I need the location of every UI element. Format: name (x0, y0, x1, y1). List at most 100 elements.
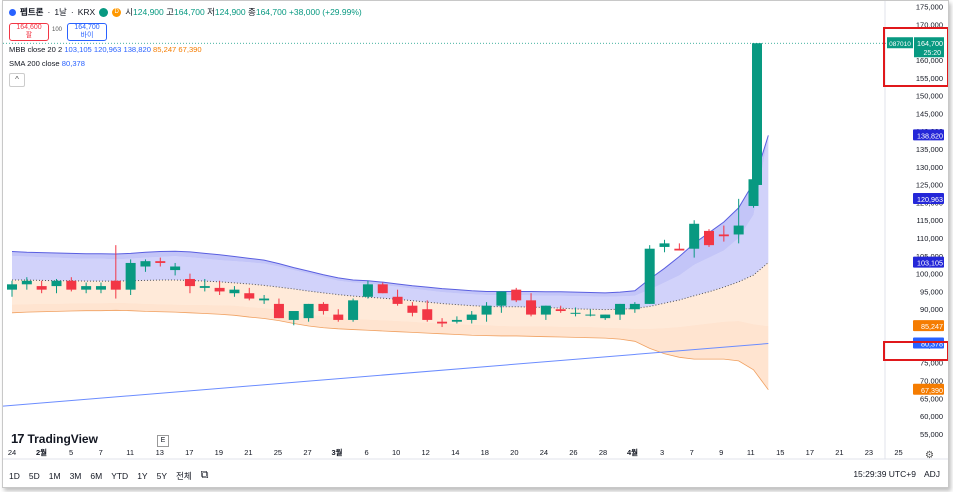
mid-band-label: 120,963 (917, 195, 943, 204)
candle-body (288, 311, 299, 320)
adj-toggle[interactable]: ADJ (923, 469, 940, 479)
gear-icon[interactable]: ⚙ (925, 450, 934, 461)
candle-body (718, 234, 729, 237)
spread-value: 100 (52, 27, 63, 33)
x-tick-label: 4월 (627, 447, 638, 457)
price-chart[interactable]: 55,00060,00065,00070,00075,00080,00085,0… (3, 1, 948, 487)
x-tick-label: 26 (569, 448, 577, 457)
range-3m[interactable]: 3M (69, 470, 82, 481)
candle-body (615, 303, 626, 315)
date-range-icon[interactable]: ⧉ (200, 469, 209, 481)
upper-band-label-bg (913, 129, 944, 141)
bb-outer-lower-line (11, 309, 769, 390)
symbol-name[interactable]: 펩트론 (20, 7, 44, 17)
clock-time[interactable]: 15:29:39 UTC+9 (853, 469, 916, 479)
range-1y[interactable]: 1Y (137, 470, 148, 481)
sma-legend[interactable]: SMA 200 close 80,378 (9, 59, 86, 68)
candle-body (333, 314, 344, 320)
sma-label-bg (913, 337, 944, 349)
candle-body (704, 230, 715, 246)
x-tick-label: 28 (599, 448, 607, 457)
x-tick-label: 24 (8, 448, 16, 457)
x-tick-label: 25 (894, 448, 902, 457)
x-tick-label: 18 (481, 448, 489, 457)
range-ytd[interactable]: YTD (111, 470, 129, 481)
candle-body (348, 300, 359, 320)
x-tick-label: 21 (835, 448, 843, 457)
x-tick-label: 5 (69, 448, 73, 457)
range-6m[interactable]: 6M (90, 470, 103, 481)
x-tick-label: 25 (274, 448, 282, 457)
candle-body (155, 261, 166, 263)
y-tick-label: 100,000 (916, 270, 943, 279)
range-1m[interactable]: 1M (48, 470, 61, 481)
sell-button[interactable]: 164,600 팔 (9, 23, 49, 41)
x-tick-label: 2월 (36, 447, 47, 457)
mbb-legend[interactable]: MBB close 20 2 103,105 120,963 138,820 8… (9, 45, 202, 54)
candle-body (140, 261, 151, 267)
x-tick-label: 10 (392, 448, 400, 457)
x-tick-label: 3 (660, 448, 664, 457)
range-1d[interactable]: 1D (9, 470, 20, 481)
candle-body (585, 314, 596, 316)
bb-outer-upper-fill (12, 135, 769, 297)
candle-body (481, 305, 492, 315)
range-5y[interactable]: 5Y (156, 470, 167, 481)
candle-body (466, 314, 477, 320)
candle-body (659, 243, 670, 247)
last-price-bg (914, 37, 944, 58)
candle-body (318, 303, 329, 312)
range-5d[interactable]: 5D (28, 470, 40, 481)
market-open-icon (99, 7, 109, 17)
interval[interactable]: 1날 (54, 7, 67, 17)
range-all[interactable]: 전체 (176, 470, 192, 481)
x-tick-label: 14 (451, 448, 459, 457)
x-tick-label: 11 (126, 448, 134, 457)
candle-body (437, 321, 448, 324)
bb-mid-line (12, 262, 769, 311)
symbol-code-label: 087010 (889, 41, 911, 48)
candle-body (199, 286, 210, 288)
candle-body (66, 280, 77, 290)
x-tick-label: 7 (690, 448, 694, 457)
candle-body (629, 303, 640, 310)
candle-body (21, 280, 32, 285)
collapse-legend-button[interactable]: ^ (9, 73, 25, 87)
x-tick-label: 7 (99, 448, 103, 457)
y-tick-label: 125,000 (916, 181, 943, 190)
x-tick-label: 3월 (332, 447, 343, 457)
y-tick-label: 90,000 (920, 305, 943, 314)
bb-upper-fill (12, 135, 769, 310)
x-tick-label: 21 (244, 448, 252, 457)
exchange: KRX (77, 7, 96, 17)
last-price-label: 164,700 (917, 39, 943, 48)
y-tick-label: 95,000 (920, 287, 943, 296)
candle-body (214, 287, 225, 292)
bb-lower-fill (12, 262, 769, 329)
countdown-label: 25:20 (923, 50, 941, 57)
x-tick-label: 20 (510, 448, 518, 457)
y-tick-label: 75,000 (920, 359, 943, 368)
y-tick-label: 170,000 (916, 20, 943, 29)
candle-body (125, 262, 136, 290)
tradingview-logo[interactable]: 17 TradingView (11, 431, 98, 446)
earnings-badge[interactable]: E (157, 435, 169, 447)
candle-body (95, 286, 106, 290)
orange-lower-label-bg (913, 383, 944, 395)
candle-body (36, 286, 47, 290)
y-tick-label: 105,000 (916, 252, 943, 261)
candle-body (600, 314, 611, 319)
candle-body (51, 280, 62, 287)
x-tick-label: 9 (719, 448, 723, 457)
y-tick-label: 60,000 (920, 412, 943, 421)
x-tick-label: 13 (156, 448, 164, 457)
lower-band-label-bg (913, 256, 944, 268)
buy-button[interactable]: 164,700 바이 (67, 23, 107, 41)
candle-body (511, 289, 522, 301)
candle-body (244, 293, 255, 299)
candle-body (184, 278, 195, 287)
orange-upper-label-bg (913, 320, 944, 332)
candle-body (733, 225, 744, 235)
candle-body (644, 248, 655, 304)
